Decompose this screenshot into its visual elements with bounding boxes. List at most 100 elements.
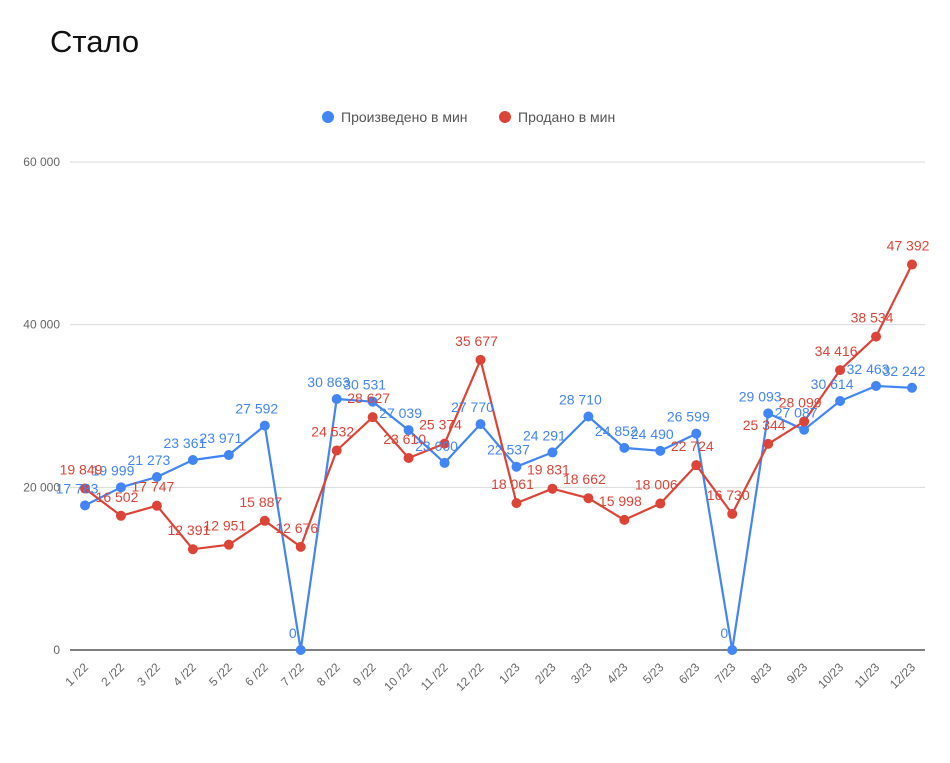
data-point: [295, 541, 306, 552]
data-point: [187, 544, 198, 555]
data-label: 12 391: [167, 522, 210, 538]
page-heading: Стало: [50, 24, 140, 59]
y-tick-label: 0: [53, 643, 60, 657]
data-label: 17 747: [131, 479, 174, 495]
x-tick-label: 5/23: [640, 660, 667, 687]
x-tick-label: 3/23: [568, 660, 595, 687]
data-point: [799, 416, 810, 427]
x-tick-label: 9 /22: [350, 660, 379, 689]
data-label: 22 537: [487, 442, 530, 458]
data-label: 24 490: [631, 426, 674, 442]
data-label: 27 039: [379, 405, 422, 421]
chart-gridlines: [70, 161, 925, 651]
data-label: 28 710: [559, 391, 602, 407]
data-point: [871, 380, 882, 391]
data-label: 24 852: [595, 423, 638, 439]
data-label: 22 724: [671, 438, 714, 454]
data-label: 17 783: [56, 480, 99, 496]
x-tick-label: 2/23: [532, 660, 559, 687]
data-point: [655, 445, 666, 456]
x-tick-label: 1 /22: [62, 660, 91, 689]
data-point: [835, 396, 846, 407]
data-label: 27 770: [451, 399, 494, 415]
x-tick-label: 5 /22: [206, 660, 235, 689]
x-tick-label: 7/23: [712, 660, 739, 687]
x-tick-label: 7 /22: [278, 660, 307, 689]
data-label: 28 099: [779, 394, 822, 410]
data-point: [727, 645, 738, 655]
data-point: [439, 457, 450, 468]
x-tick-label: 10/23: [815, 660, 846, 691]
x-tick-label: 11/23: [852, 660, 883, 691]
data-label: 47 392: [887, 238, 930, 254]
data-point: [619, 514, 630, 525]
data-label: 18 061: [491, 476, 534, 492]
x-tick-label: 12/23: [887, 660, 918, 691]
data-label: 16 730: [707, 487, 750, 503]
data-point: [115, 510, 126, 521]
data-point: [80, 483, 90, 494]
legend-marker: [499, 111, 511, 123]
data-label: 38 534: [851, 310, 894, 326]
y-tick-label: 40 000: [23, 318, 60, 332]
data-point: [871, 331, 882, 342]
x-tick-label: 1/23: [496, 660, 523, 687]
data-label: 24 532: [311, 423, 354, 439]
data-label: 16 502: [96, 489, 139, 505]
data-label: 15 887: [239, 494, 282, 510]
data-point: [907, 259, 917, 270]
x-tick-label: 6/23: [676, 660, 703, 687]
chart-legend: Произведено в мин Продано в мин: [322, 109, 615, 125]
data-point: [403, 425, 414, 436]
data-label: 34 416: [815, 343, 858, 359]
data-label: 28 627: [347, 390, 390, 406]
data-label: 24 291: [523, 427, 566, 443]
data-point: [583, 493, 594, 504]
data-label: 23 610: [383, 431, 426, 447]
data-label: 25 374: [419, 417, 462, 433]
x-tick-label: 8 /22: [314, 660, 343, 689]
data-point: [403, 452, 414, 463]
data-label: 23 361: [163, 435, 206, 451]
data-label: 32 242: [883, 363, 926, 379]
x-tick-label: 8/23: [748, 660, 775, 687]
x-tick-label: 4/23: [604, 660, 631, 687]
series-line: [84, 264, 913, 551]
data-point: [259, 420, 270, 431]
x-tick-label: 4 /22: [170, 660, 199, 689]
data-label: 30 614: [811, 376, 854, 392]
data-label: 30 863: [307, 374, 350, 390]
data-point: [619, 442, 630, 453]
data-label: 23 000: [415, 438, 458, 454]
data-point: [151, 471, 162, 482]
data-label: 19 831: [527, 462, 570, 478]
data-point: [80, 500, 90, 511]
data-point: [907, 382, 917, 393]
data-label: 29 093: [739, 388, 782, 404]
data-point: [367, 396, 378, 407]
data-point: [151, 500, 162, 511]
data-label: 23 971: [199, 430, 242, 446]
x-tick-label: 9/23: [784, 660, 811, 687]
data-point: [763, 408, 774, 419]
data-point: [511, 498, 522, 509]
legend-item: Продано в мин: [499, 109, 615, 125]
data-point: [475, 354, 486, 365]
data-label: 18 006: [635, 477, 678, 493]
data-point: [259, 515, 270, 526]
data-point: [223, 450, 234, 461]
data-point: [691, 460, 702, 471]
data-label: 27 592: [235, 401, 278, 417]
data-point: [187, 454, 198, 465]
x-tick-label: 6 /22: [242, 660, 271, 689]
data-label: 35 677: [455, 333, 498, 349]
data-point: [367, 412, 378, 423]
data-point: [475, 419, 486, 430]
data-label: 12 676: [275, 520, 318, 536]
data-label: 15 998: [599, 493, 642, 509]
x-tick-label: 10 /22: [381, 660, 415, 694]
x-tick-label: 11 /22: [418, 660, 451, 693]
data-label: 19 849: [60, 462, 103, 478]
